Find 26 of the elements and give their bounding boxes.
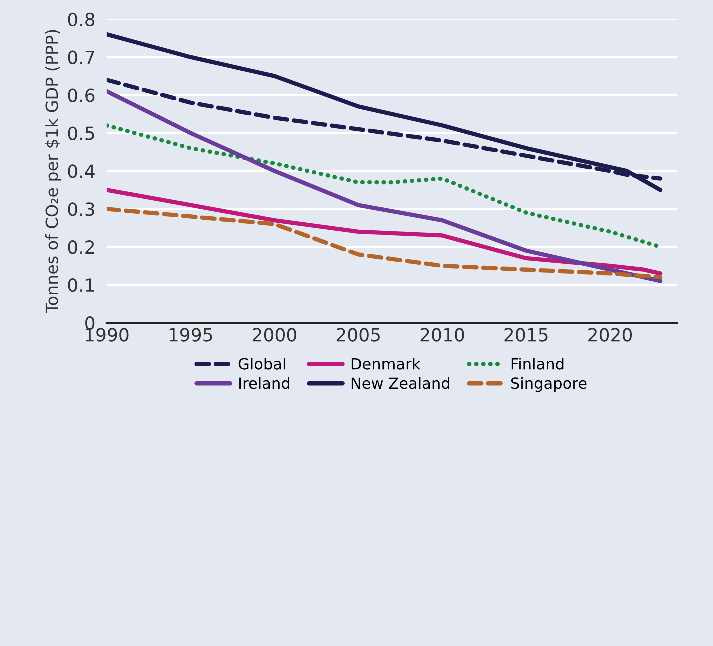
x-tick-label: 2015 [504, 328, 548, 342]
line-series [106, 188, 663, 276]
y-tick-label: 0.4 [68, 164, 95, 178]
y-tick-label: 0.6 [68, 88, 95, 102]
y-tick-label: 0.3 [68, 202, 94, 216]
legend-label: Finland [512, 358, 564, 370]
y-tick-label: 0.5 [68, 126, 94, 140]
y-tick-label: 0.2 [68, 240, 94, 254]
y-axis-title: Tonnes of CO₂e per $1k GDP (PPP) [45, 30, 62, 314]
legend-label: Denmark [352, 358, 421, 370]
x-tick-label: 1995 [170, 328, 212, 342]
line-series [106, 89, 663, 284]
legend-label: Ireland [240, 377, 290, 390]
x-tick-label: 2005 [336, 328, 380, 342]
legend-label: New Zealand [352, 377, 450, 390]
x-tick-label: 1990 [86, 328, 129, 342]
x-tick-label: 2010 [420, 328, 464, 342]
line-series [106, 32, 663, 192]
legend-label: Global [238, 358, 286, 370]
legend-label: Singapore [511, 377, 587, 392]
x-tick-label: 2000 [253, 328, 296, 342]
y-tick-label: 0.7 [68, 50, 94, 64]
line-series [106, 207, 663, 280]
y-tick-label: 0.8 [68, 12, 95, 26]
x-tick-label: 2020 [588, 328, 632, 342]
y-tick-label: 0.1 [68, 278, 94, 292]
